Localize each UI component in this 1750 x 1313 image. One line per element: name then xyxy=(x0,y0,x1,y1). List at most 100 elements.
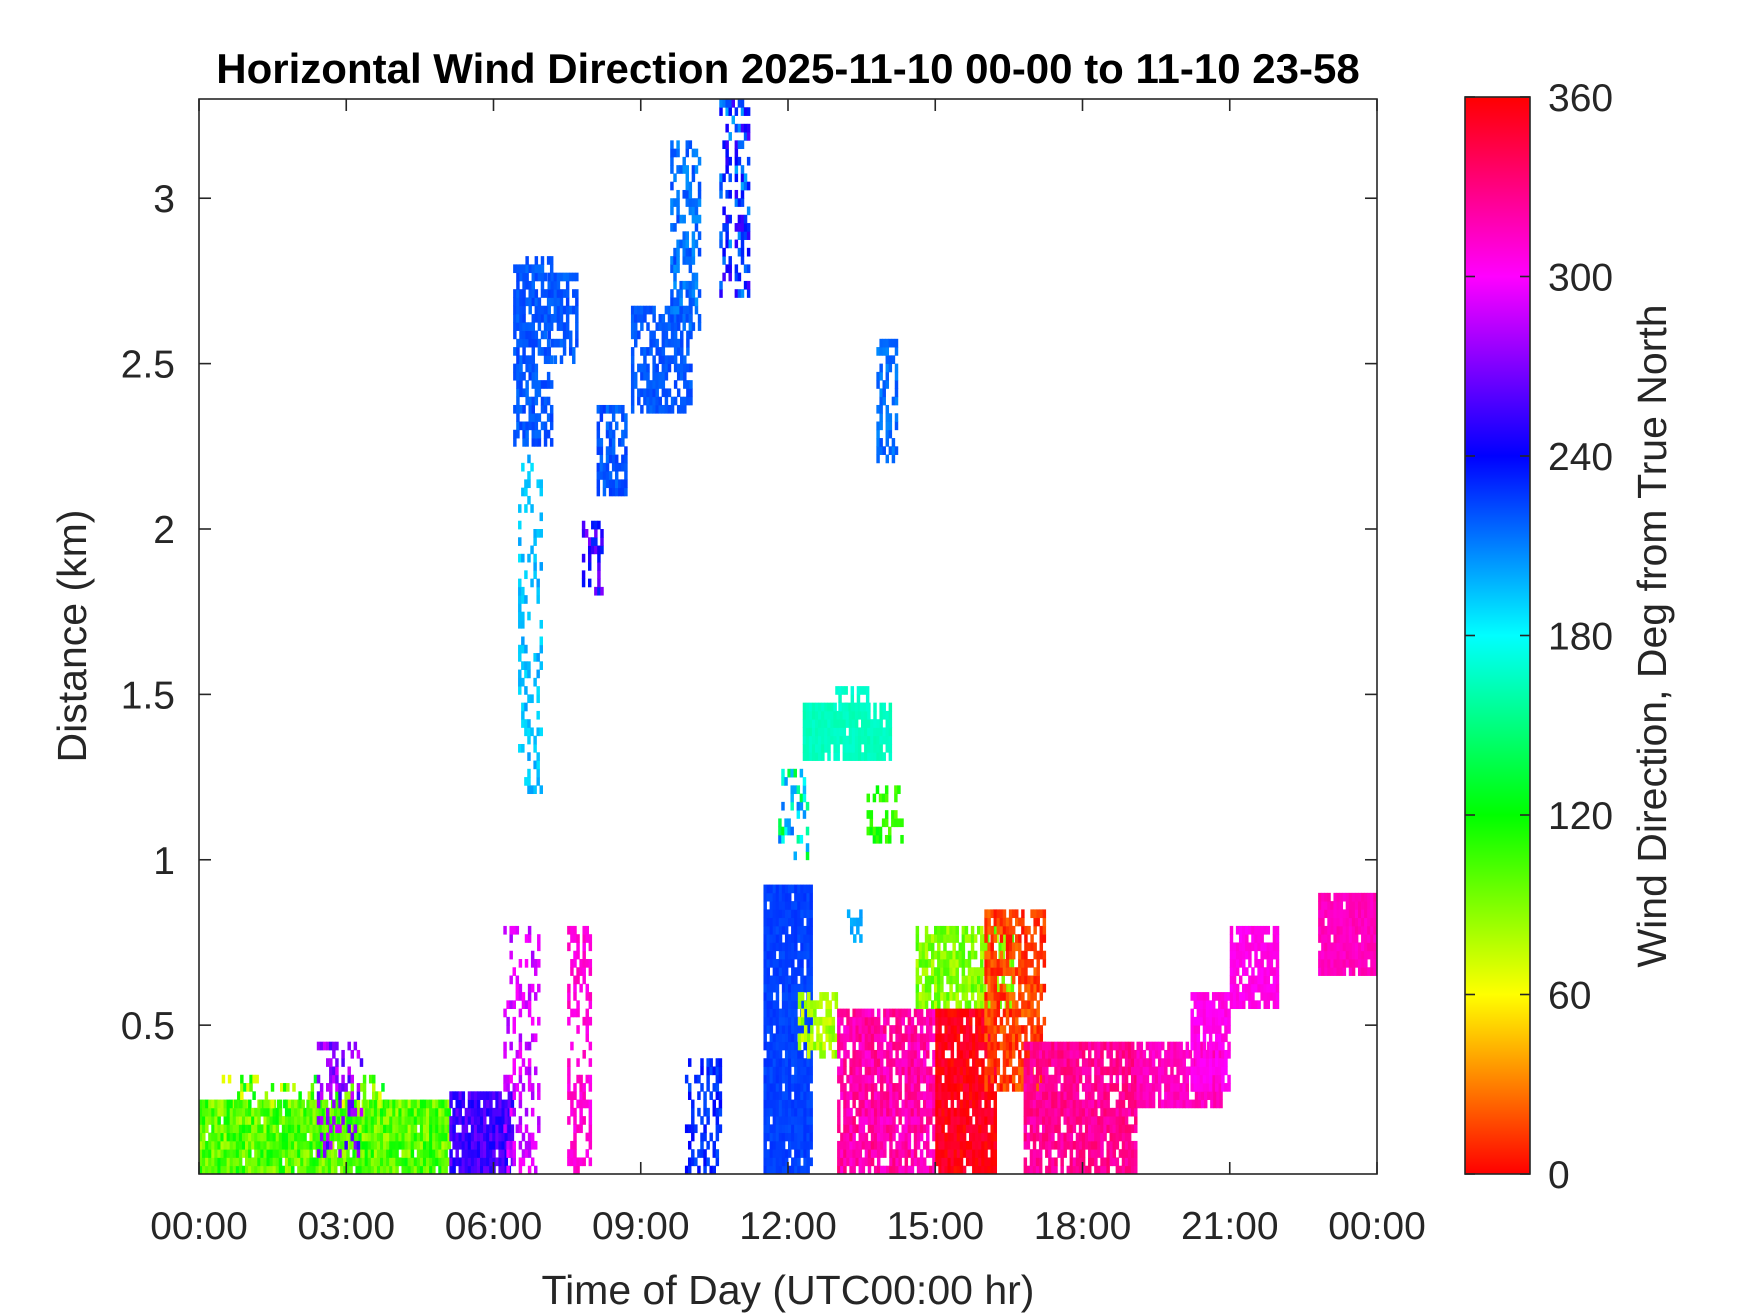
heatmap-cell xyxy=(630,322,635,331)
heatmap-cell xyxy=(797,959,801,968)
heatmap-cell xyxy=(806,1083,810,1092)
heatmap-cell xyxy=(492,1124,496,1134)
heatmap-cell xyxy=(940,959,944,968)
heatmap-cell xyxy=(533,529,537,538)
heatmap-cell xyxy=(901,1099,905,1109)
heatmap-cell xyxy=(1130,1165,1135,1174)
heatmap-cell xyxy=(794,901,798,910)
heatmap-cell xyxy=(803,1140,807,1150)
heatmap-cell xyxy=(943,992,947,1001)
heatmap-cell xyxy=(791,1033,795,1043)
heatmap-cell xyxy=(953,1140,958,1150)
heatmap-cell xyxy=(791,884,795,894)
heatmap-cell xyxy=(464,1132,469,1142)
heatmap-cell xyxy=(1069,1140,1074,1150)
heatmap-cell xyxy=(929,1107,933,1117)
heatmap-cell xyxy=(550,338,555,348)
heatmap-cell xyxy=(539,619,543,629)
heatmap-cell xyxy=(498,1099,502,1109)
heatmap-cell xyxy=(935,1066,939,1076)
heatmap-cell xyxy=(379,1124,384,1134)
heatmap-cell xyxy=(676,264,680,274)
heatmap-cell xyxy=(852,1041,856,1051)
heatmap-cell xyxy=(435,1149,439,1158)
heatmap-cell xyxy=(791,992,795,1001)
heatmap-cell xyxy=(956,1099,961,1109)
heatmap-cell xyxy=(1196,1041,1201,1051)
heatmap-cell xyxy=(652,314,656,323)
heatmap-cell xyxy=(435,1107,439,1117)
heatmap-cell xyxy=(341,1083,345,1092)
heatmap-cell xyxy=(223,1132,228,1142)
heatmap-cell xyxy=(932,1074,936,1084)
heatmap-cell xyxy=(573,1132,577,1142)
heatmap-cell xyxy=(1202,1074,1207,1084)
heatmap-cell xyxy=(797,983,801,993)
heatmap-cell xyxy=(543,396,548,406)
heatmap-cell xyxy=(658,396,663,406)
heatmap-cell xyxy=(870,1074,875,1084)
heatmap-cell xyxy=(873,1165,878,1174)
heatmap-cell xyxy=(343,1124,347,1134)
heatmap-cell xyxy=(527,1132,532,1142)
heatmap-cell xyxy=(849,1124,853,1134)
heatmap-cell xyxy=(970,992,975,1001)
heatmap-cell xyxy=(794,942,798,952)
heatmap-cell xyxy=(968,1083,973,1092)
heatmap-cell xyxy=(540,314,545,323)
heatmap-cell xyxy=(981,1107,985,1117)
heatmap-cell xyxy=(347,1107,351,1117)
heatmap-cell xyxy=(518,1066,523,1076)
heatmap-cell xyxy=(605,429,610,439)
heatmap-cell xyxy=(395,1116,399,1125)
heatmap-cell xyxy=(781,1149,786,1158)
heatmap-cell xyxy=(1130,1074,1135,1084)
heatmap-cell xyxy=(422,1107,427,1117)
heatmap-cell xyxy=(944,1099,948,1109)
heatmap-cell xyxy=(470,1099,475,1109)
heatmap-cell xyxy=(501,1124,505,1134)
heatmap-cell xyxy=(993,917,998,927)
heatmap-cell xyxy=(800,1124,804,1134)
heatmap-cell xyxy=(998,1000,1002,1010)
heatmap-cell xyxy=(946,925,950,935)
heatmap-cell xyxy=(763,950,767,960)
heatmap-cell xyxy=(449,1099,453,1109)
heatmap-cell xyxy=(637,363,641,373)
heatmap-cell xyxy=(1106,1041,1110,1051)
heatmap-cell xyxy=(1018,983,1022,993)
heatmap-cell xyxy=(588,1083,593,1092)
heatmap-cell xyxy=(1109,1058,1113,1067)
heatmap-cell xyxy=(784,992,789,1001)
heatmap-cell xyxy=(333,1157,338,1167)
heatmap-cell xyxy=(516,280,520,290)
heatmap-cell xyxy=(691,289,696,298)
heatmap-cell xyxy=(1115,1074,1120,1084)
heatmap-cell xyxy=(921,983,926,993)
heatmap-cell xyxy=(407,1132,412,1142)
heatmap-cell xyxy=(778,1083,783,1092)
heatmap-cell xyxy=(240,1091,244,1100)
heatmap-cell xyxy=(486,1157,490,1167)
heatmap-cell xyxy=(913,1149,918,1158)
heatmap-cell xyxy=(846,1016,850,1026)
heatmap-cell xyxy=(918,992,923,1001)
heatmap-cell xyxy=(413,1124,418,1134)
heatmap-cell xyxy=(449,1124,453,1134)
heatmap-cell xyxy=(784,983,789,993)
heatmap-cell xyxy=(852,1157,856,1167)
heatmap-cell xyxy=(458,1165,462,1174)
heatmap-cell xyxy=(504,1140,509,1150)
heatmap-cell xyxy=(918,959,923,968)
heatmap-cell xyxy=(379,1107,384,1117)
heatmap-cell xyxy=(843,1116,847,1125)
heatmap-cell xyxy=(467,1107,472,1117)
heatmap-cell xyxy=(287,1132,292,1142)
heatmap-cell xyxy=(1069,1049,1074,1059)
heatmap-cell xyxy=(364,1132,369,1142)
heatmap-cell xyxy=(452,1124,456,1134)
heatmap-cell xyxy=(734,264,739,274)
heatmap-cell xyxy=(864,1132,869,1142)
heatmap-cell xyxy=(987,1066,991,1076)
heatmap-cell xyxy=(524,1107,529,1117)
